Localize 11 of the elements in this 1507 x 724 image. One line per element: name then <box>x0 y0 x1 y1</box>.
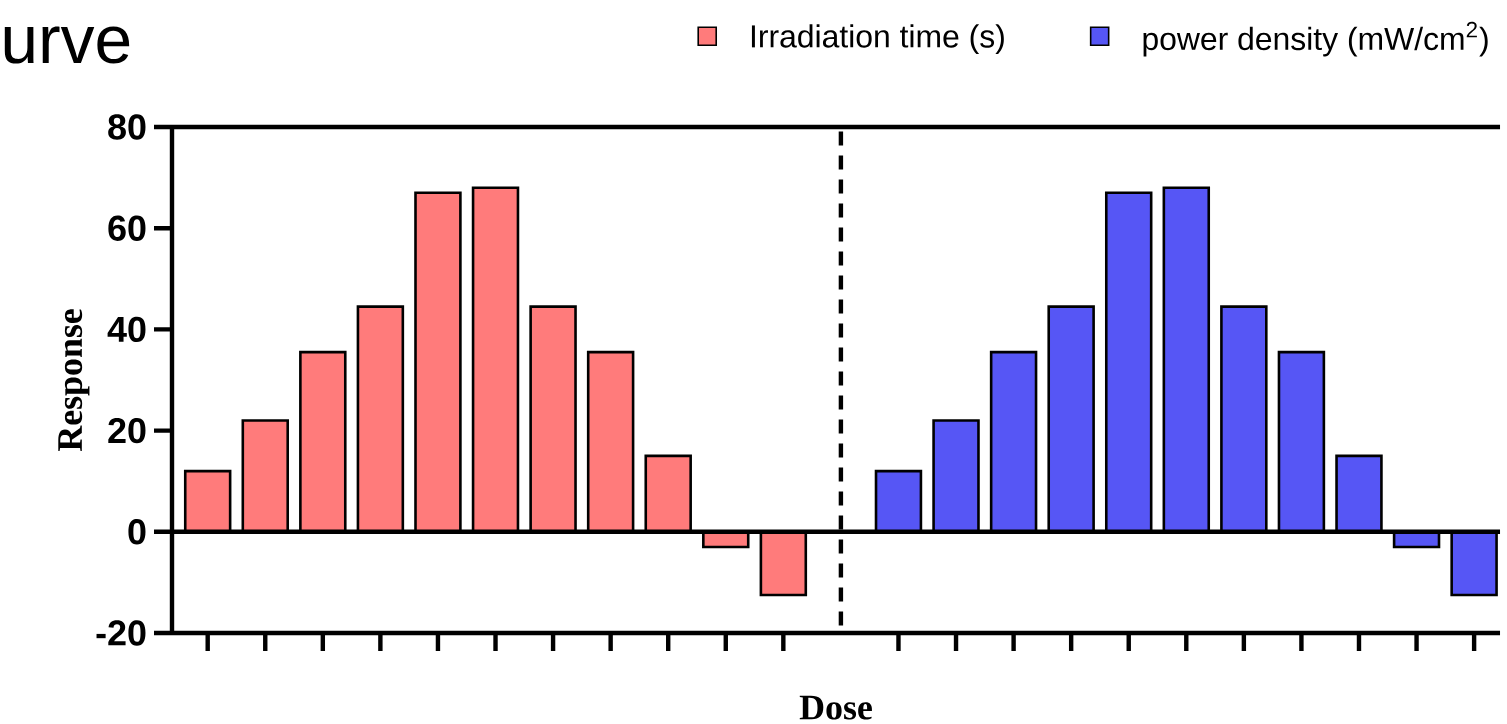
chart-title: urve <box>4 26 130 64</box>
legend-label: power density (mW/cm$^{2}$) <box>1143 21 1488 57</box>
y-tick-label: 0 <box>128 519 146 545</box>
y-axis-title: Response <box>58 309 90 452</box>
x-axis-title: Dose <box>799 695 872 720</box>
y-tick-label: 40 <box>107 316 146 343</box>
y-tick-label: 20 <box>108 417 146 444</box>
y-tick-label: 80 <box>108 114 146 140</box>
y-tick-label: 60 <box>108 215 146 241</box>
legend-label: Irradiation time (s) <box>751 24 1004 54</box>
y-tick-label: -20 <box>96 620 146 646</box>
